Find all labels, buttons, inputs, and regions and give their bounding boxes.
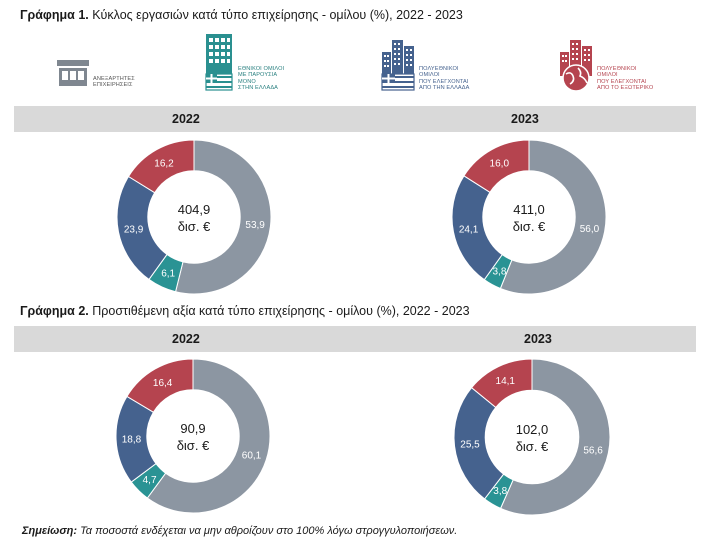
slice-multi-greek-label: 18,8: [122, 435, 142, 446]
footnote: Σημείωση: Τα ποσοστά ενδέχεται να μην αθ…: [22, 525, 457, 537]
legend-label-multi-foreign: ΠΟΛΥΕΘΝΙΚΟΙ ΟΜΙΛΟΙ ΠΟΥ ΕΛΕΓΧΟΝΤΑΙ ΑΠΟ ΤΟ…: [597, 66, 654, 92]
slice-independent-label: 60,1: [242, 451, 262, 462]
legend-national: ΕΘΝΙΚΟΙ ΟΜΙΛΟΙ ΜΕ ΠΑΡΟΥΣΙΑ ΜΟΝΟ ΣΤΗΝ ΕΛΛ…: [203, 34, 284, 92]
chart1-title-text: Κύκλος εργασιών κατά τύπο επιχείρησης - …: [88, 8, 463, 22]
chart2-title: Γράφημα 2. Προστιθέμενη αξία κατά τύπο ε…: [20, 304, 470, 318]
legend-independent: ΑΝΕΞΑΡΤΗΤΕΣ ΕΠΙΧΕΙΡΗΣΕΙΣ: [55, 56, 135, 89]
slice-multi-greek-label: 25,5: [460, 440, 480, 451]
legend-label-multi-greek: ΠΟΛΥΕΘΝΙΚΟΙ ΟΜΙΛΟΙ ΠΟΥ ΕΛΕΓΧΟΝΤΑΙ ΑΠΟ ΤΗ…: [419, 66, 470, 92]
year-label-2022: 2022: [172, 112, 200, 126]
year-bar-chart2: 2022 2023: [14, 326, 696, 352]
legend-multi-greek: ΠΟΛΥΕΘΝΙΚΟΙ ΟΜΙΛΟΙ ΠΟΥ ΕΛΕΓΧΟΝΤΑΙ ΑΠΟ ΤΗ…: [380, 38, 469, 92]
center-total-unit: δισ. €: [513, 219, 546, 234]
slice-multi-foreign-label: 14,1: [496, 376, 516, 387]
slice-multi-foreign: [470, 358, 533, 409]
footnote-bold: Σημείωση:: [22, 525, 78, 537]
chart2-title-text: Προστιθέμενη αξία κατά τύπο επιχείρησης …: [88, 304, 470, 318]
slice-national-label: 4,7: [143, 475, 157, 486]
slice-multi-foreign: [126, 358, 194, 413]
chart1-title: Γράφημα 1. Κύκλος εργασιών κατά τύπο επι…: [20, 8, 463, 22]
legend-label-national: ΕΘΝΙΚΟΙ ΟΜΙΛΟΙ ΜΕ ΠΑΡΟΥΣΙΑ ΜΟΝΟ ΣΤΗΝ ΕΛΛ…: [238, 66, 285, 92]
slice-independent: [499, 358, 611, 516]
donut-chart-turnover-2022: 53,9 6,1 23,9 16,2 404,9 δισ. €: [116, 139, 272, 295]
chart1-title-bold: Γράφημα 1.: [20, 8, 89, 22]
slice-multi-foreign: [463, 139, 530, 193]
city-greece-icon: [381, 40, 415, 91]
slice-multi-foreign-label: 16,0: [490, 159, 510, 170]
year-label-2022: 2022: [172, 332, 200, 346]
chart2-title-bold: Γράφημα 2.: [20, 304, 89, 318]
year-label-2023: 2023: [511, 112, 539, 126]
slice-national-label: 3,8: [493, 486, 507, 497]
slice-independent: [146, 358, 271, 514]
slice-multi-greek-label: 23,9: [124, 225, 144, 236]
center-total-value: 102,0: [516, 422, 549, 437]
slice-independent-label: 56,0: [580, 224, 600, 235]
greek-building-icon: [205, 34, 233, 91]
slice-independent: [499, 139, 607, 295]
slice-multi-foreign: [127, 139, 195, 194]
donut-chart-value-added-2022: 60,1 4,7 18,8 16,4 90,9 δισ. €: [115, 358, 271, 514]
center-total-unit: δισ. €: [177, 438, 210, 453]
center-total-unit: δισ. €: [178, 219, 211, 234]
slice-multi-greek-label: 24,1: [459, 224, 479, 235]
footnote-text: Τα ποσοστά ενδέχεται να μην αθροίζουν στ…: [77, 525, 458, 537]
slice-independent-label: 56,6: [583, 445, 603, 456]
slice-multi-foreign-label: 16,4: [153, 378, 173, 389]
year-bar-chart1: 2022 2023: [14, 106, 696, 132]
slice-national-label: 3,8: [493, 267, 507, 278]
city-globe-icon: [560, 40, 592, 92]
center-total-value: 90,9: [180, 421, 205, 436]
legend-multi-foreign: ΠΟΛΥΕΘΝΙΚΟΙ ΟΜΙΛΟΙ ΠΟΥ ΕΛΕΓΧΟΝΤΑΙ ΑΠΟ ΤΟ…: [558, 38, 653, 92]
slice-national-label: 6,1: [161, 268, 175, 279]
center-total-value: 411,0: [513, 202, 545, 217]
slice-independent-label: 53,9: [245, 220, 265, 231]
donut-chart-turnover-2023: 56,0 3,8 24,1 16,0 411,0 δισ. €: [451, 139, 607, 295]
center-total-unit: δισ. €: [516, 439, 549, 454]
center-total-value: 404,9: [178, 202, 211, 217]
slice-independent: [174, 139, 272, 295]
slice-multi-foreign-label: 16,2: [154, 159, 174, 170]
donut-chart-value-added-2023: 56,6 3,8 25,5 14,1 102,0 δισ. €: [453, 358, 611, 516]
building-icon: [57, 60, 89, 86]
legend-label-independent: ΑΝΕΞΑΡΤΗΤΕΣ ΕΠΙΧΕΙΡΗΣΕΙΣ: [93, 76, 135, 89]
year-label-2023: 2023: [524, 332, 552, 346]
